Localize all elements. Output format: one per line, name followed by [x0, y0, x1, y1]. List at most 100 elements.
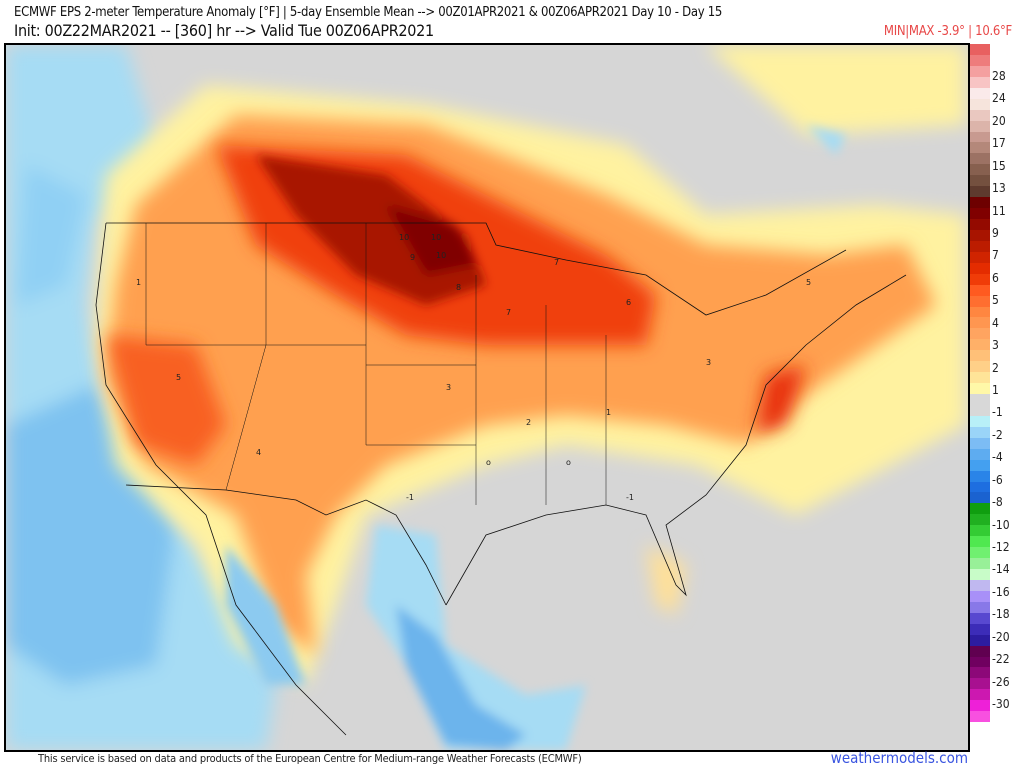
value-label: 10 [431, 233, 441, 242]
colorbar-bin [970, 164, 990, 176]
colorbar-label: -1 [992, 405, 1003, 420]
colorbar-label: -4 [992, 450, 1003, 465]
value-label: 8 [456, 283, 461, 292]
colorbar-label: -8 [992, 495, 1003, 510]
colorbar-bin [970, 492, 990, 504]
colorbar-bin [970, 251, 990, 263]
colorbar-bin [970, 558, 990, 569]
colorbar-label: 24 [992, 91, 1006, 106]
colorbar-bin [970, 98, 990, 110]
colorbar-label: -6 [992, 472, 1003, 487]
state-lines [145, 223, 607, 505]
colorbar-bin [970, 711, 990, 723]
colorbar-label: 2 [992, 360, 999, 375]
colorbar-bin [970, 361, 990, 373]
value-label: 7 [506, 308, 511, 317]
colorbar-label: 4 [992, 315, 999, 330]
gulf-atlantic-coast [445, 274, 907, 606]
colorbar-bin [970, 612, 990, 624]
value-label: 3 [446, 383, 451, 392]
colorbar-bin [970, 175, 990, 187]
value-label: 1 [136, 278, 141, 287]
value-label: 6 [626, 298, 631, 307]
colorbar-bin [970, 240, 990, 252]
colorbar-bin [970, 186, 990, 198]
colorbar-label: -20 [992, 629, 1010, 644]
value-label: 3 [706, 358, 711, 367]
colorbar-label: -10 [992, 517, 1010, 532]
colorbar-bin [970, 273, 990, 285]
colorbar-bin [970, 415, 990, 427]
colorbar-bin [970, 569, 990, 580]
init-valid-line: Init: 00Z22MAR2021 -- [360] hr --> Valid… [14, 21, 434, 40]
colorbar-bin [970, 579, 990, 591]
colorbar-bin [970, 44, 990, 55]
colorbar-label: 7 [992, 248, 999, 263]
colorbar-bin [970, 284, 990, 296]
warm-anomaly-dark [256, 155, 486, 305]
colorbar-bin [970, 678, 990, 690]
colorbar-bin [970, 76, 990, 88]
colorbar-bin [970, 54, 990, 66]
colorbar-bin [970, 350, 990, 362]
colorbar-label: 11 [992, 203, 1006, 218]
value-label: 7 [554, 258, 559, 267]
colorbar-bin [970, 437, 990, 449]
colorbar-bin [970, 590, 990, 602]
us-canada-border [106, 222, 847, 316]
colorbar-bin [970, 383, 990, 394]
colorbar-label: -14 [992, 562, 1010, 577]
colorbar-bin [970, 481, 990, 493]
colorbar-label: 15 [992, 158, 1006, 173]
colorbar-bin [970, 317, 990, 329]
value-label: 10 [399, 233, 409, 242]
colorbar-bin [970, 372, 990, 384]
colorbar-label: 20 [992, 113, 1006, 128]
colorbar-label: 5 [992, 293, 999, 308]
value-label: -1 [406, 493, 414, 502]
colorbar-bin [970, 120, 990, 132]
colorbar-label: 13 [992, 181, 1006, 196]
colorbar-bin [970, 65, 990, 77]
value-label: 5 [176, 373, 181, 382]
colorbar-bin [970, 634, 990, 646]
colorbar-bin [970, 394, 990, 405]
colorbar-bin [970, 448, 990, 460]
colorbar-bin [970, 339, 990, 351]
colorbar-bin [970, 262, 990, 274]
colorbar-bin [970, 109, 990, 121]
colorbar-bin [970, 153, 990, 165]
colorbar [970, 44, 990, 723]
value-label: o [566, 458, 571, 467]
value-label: 9 [410, 253, 415, 262]
colorbar-bin [970, 426, 990, 438]
colorbar-bin [970, 503, 990, 515]
colorbar-bin [970, 306, 990, 318]
value-label: 1 [606, 408, 611, 417]
colorbar-label: 28 [992, 69, 1006, 83]
us-mexico-border [125, 484, 447, 606]
colorbar-bin [970, 131, 990, 143]
colorbar-label: -18 [992, 607, 1010, 622]
colorbar-bin [970, 295, 990, 307]
colorbar-bin [970, 87, 990, 99]
mexico-cool-anomaly [226, 125, 846, 750]
colorbar-label: 1 [992, 383, 999, 397]
colorbar-labels: 28 24 20 17 15 13 11 9 7 6 5 4 3 2 1 -1 -2 -4 -6 -8 -10 -12 -1… [992, 44, 1024, 722]
colorbar-bin [970, 536, 990, 548]
value-label: o [486, 458, 491, 467]
site-link[interactable]: weathermodels.com [830, 749, 968, 767]
colorbar-bin [970, 219, 990, 230]
map-title: ECMWF EPS 2-meter Temperature Anomaly [°… [14, 5, 723, 20]
colorbar-bin [970, 656, 990, 668]
colorbar-bin [970, 470, 990, 482]
value-label: 2 [526, 418, 531, 427]
colorbar-label: 17 [992, 136, 1006, 151]
borders [95, 222, 907, 736]
value-label: 4 [256, 448, 261, 457]
map-canvas: 10 10 10 9 8 7 7 6 5 5 4 3 3 2 1 1 -1 -1… [6, 45, 966, 750]
pacific-coast [95, 222, 347, 736]
colorbar-label: 3 [992, 338, 999, 353]
colorbar-label: -30 [992, 697, 1010, 711]
colorbar-label: -22 [992, 652, 1010, 667]
